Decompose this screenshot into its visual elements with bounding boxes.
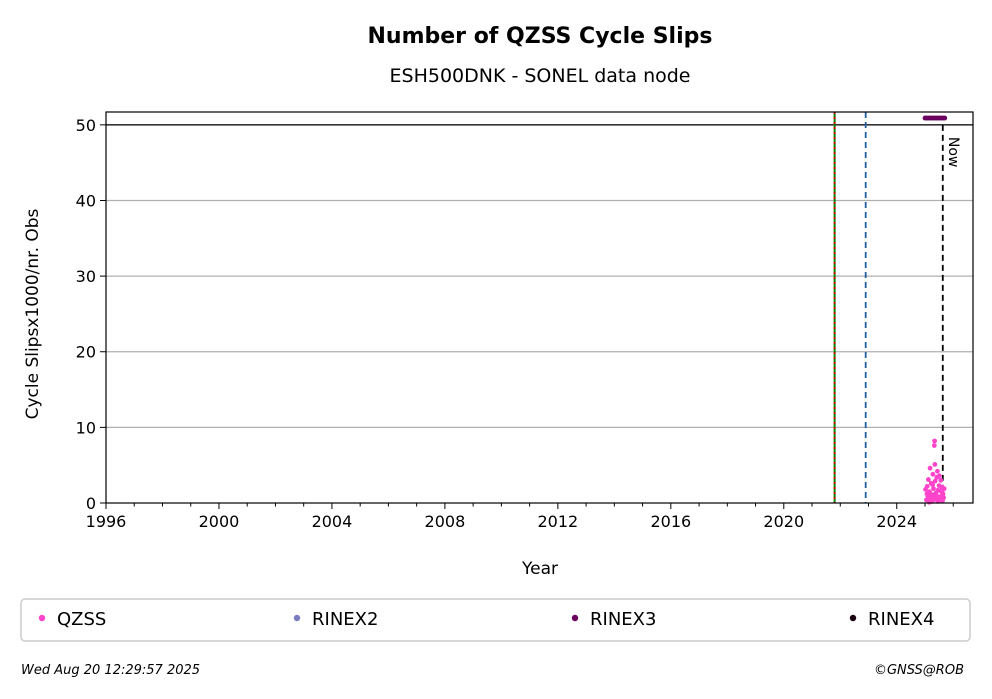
data-point-qzss (934, 493, 939, 498)
data-point-qzss (924, 483, 930, 489)
y-tick-label: 0 (86, 494, 96, 513)
legend-label-rinex3: RINEX3 (590, 609, 656, 630)
x-tick-label: 2004 (312, 512, 353, 531)
x-tick-label: 2024 (876, 512, 917, 531)
chart-subtitle: ESH500DNK - SONEL data node (390, 65, 691, 87)
legend-marker-rinex3 (571, 614, 579, 622)
data-point-qzss (935, 468, 940, 474)
grid-lines (106, 124, 973, 428)
data-point-qzss (924, 491, 930, 497)
y-tick-label: 20 (76, 343, 96, 362)
data-point-qzss (930, 471, 936, 477)
x-axis: 1996 2000 2004 2008 2012 2016 2020 2024 (86, 503, 954, 531)
footer-timestamp: Wed Aug 20 12:29:57 2025 (21, 663, 200, 678)
x-tick-label: 2016 (650, 512, 691, 531)
x-tick-label: 2008 (425, 512, 466, 531)
y-tick-label: 30 (76, 267, 96, 286)
plot-frame (105, 111, 974, 504)
data-point-qzss (938, 477, 944, 483)
legend-marker-qzss (38, 614, 46, 622)
chart-title: Number of QZSS Cycle Slips (368, 24, 713, 49)
data-point-qzss (939, 490, 945, 495)
x-tick-label: 1996 (86, 512, 127, 531)
y-axis-label: Cycle Slipsx1000/nr. Obs (23, 208, 43, 419)
legend-label-qzss: QZSS (57, 609, 106, 630)
y-tick-label: 10 (76, 418, 96, 437)
legend-marker-rinex2 (293, 614, 301, 622)
data-point-qzss (930, 482, 936, 488)
y-tick-label: 40 (76, 191, 96, 210)
y-tick-label: 50 (76, 116, 96, 135)
x-tick-label: 2000 (199, 512, 240, 531)
data-point-qzss (932, 478, 938, 484)
data-point-qzss (932, 462, 938, 467)
x-tick-label: 2012 (537, 512, 578, 531)
x-tick-label: 2020 (763, 512, 804, 531)
legend-label-rinex4: RINEX4 (868, 609, 934, 630)
data-point-qzss (938, 496, 943, 502)
legend-box (20, 598, 971, 642)
legend: QZSS RINEX2 RINEX3 RINEX4 (38, 609, 934, 630)
data-point-qzss (931, 443, 937, 448)
y-axis: 0 10 20 30 40 50 (76, 116, 106, 513)
data-point-qzss (931, 486, 936, 492)
reference-lines: Now (833, 112, 961, 503)
now-label: Now (945, 137, 961, 168)
footer-credit: ©GNSS@ROB (874, 663, 964, 678)
x-axis-label: Year (521, 559, 558, 579)
legend-marker-rinex4 (849, 614, 857, 622)
legend-label-rinex2: RINEX2 (312, 609, 378, 630)
data-point-qzss (927, 465, 933, 471)
data-point-qzss (932, 438, 937, 444)
data-point-rinex3 (942, 115, 948, 121)
data-point-qzss (941, 486, 947, 492)
data-point-qzss (925, 477, 931, 482)
data-point-qzss (936, 473, 942, 479)
